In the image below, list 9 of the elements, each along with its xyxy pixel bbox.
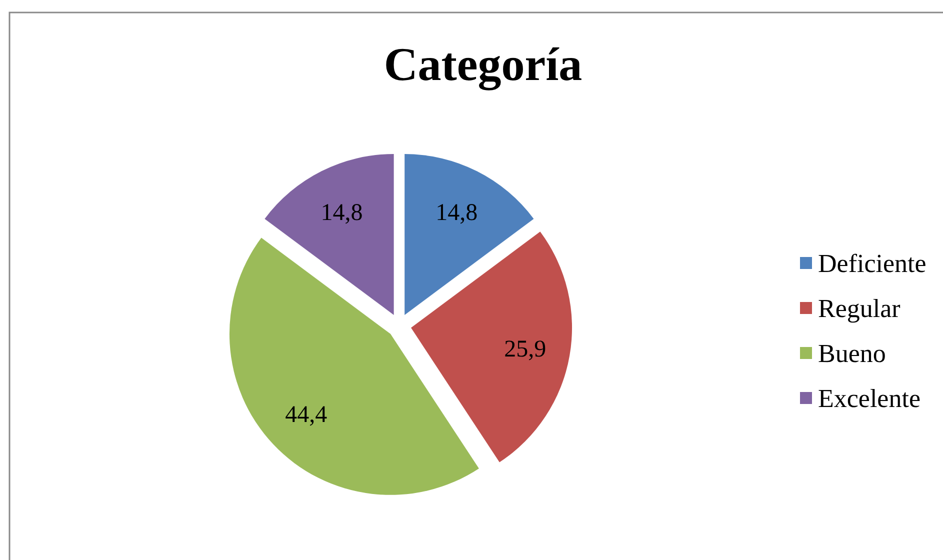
legend-label: Deficiente [818, 249, 926, 278]
legend-label: Regular [818, 294, 901, 324]
data-label: 25,9 [504, 336, 546, 362]
data-label: 14,8 [320, 200, 363, 226]
data-label: 44,4 [285, 402, 328, 428]
legend-label: Bueno [818, 339, 886, 368]
chart-title: Categoría [384, 39, 582, 91]
data-label: 14,8 [436, 200, 478, 226]
legend-label: Excelente [818, 384, 920, 414]
